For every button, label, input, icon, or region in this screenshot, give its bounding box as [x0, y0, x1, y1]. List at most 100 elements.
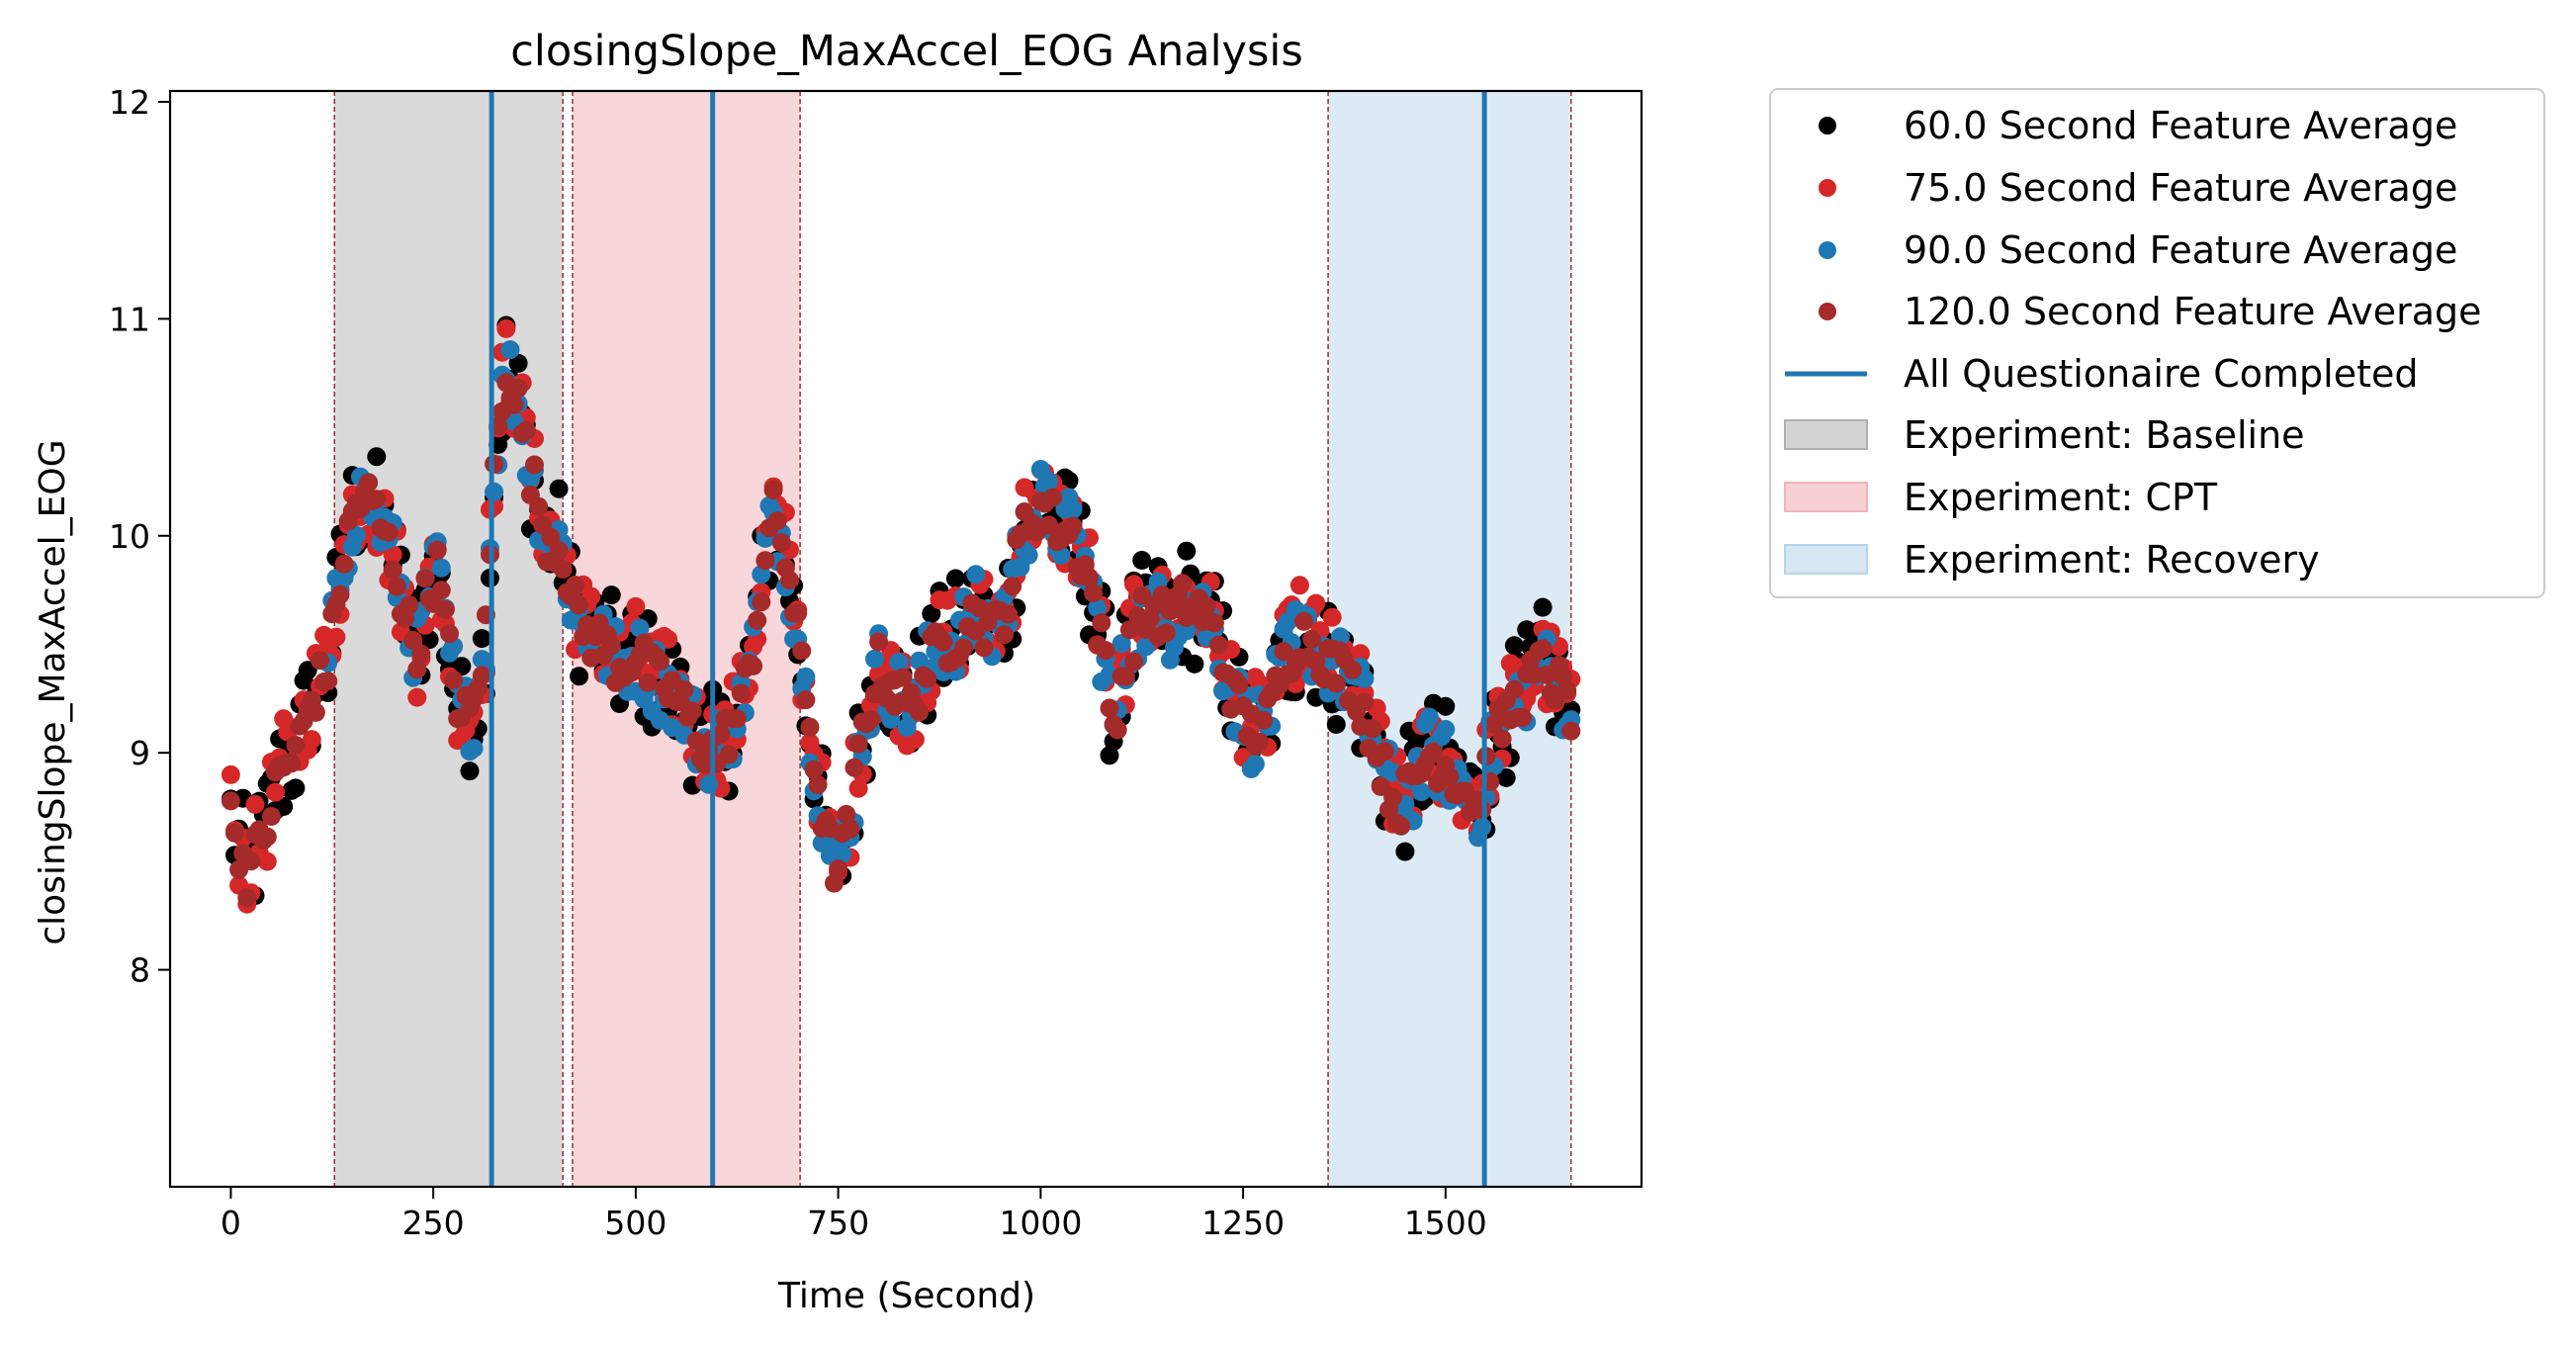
data-point — [860, 710, 880, 729]
data-point — [1254, 710, 1274, 730]
data-point — [508, 379, 528, 398]
plot-frame — [168, 89, 1643, 1189]
data-point — [922, 604, 941, 623]
data-point — [848, 778, 868, 798]
data-point — [1108, 720, 1127, 740]
data-point — [311, 651, 329, 671]
data-point — [1003, 577, 1022, 596]
scatter-points-layer — [221, 315, 1581, 914]
data-point — [318, 672, 338, 691]
data-point — [516, 420, 536, 440]
data-point — [407, 660, 427, 679]
data-point — [225, 823, 244, 843]
data-point — [1204, 613, 1224, 633]
data-point — [833, 845, 852, 864]
data-point — [1533, 639, 1553, 659]
data-point — [731, 683, 751, 703]
data-point — [601, 585, 621, 605]
data-point — [257, 827, 277, 847]
data-point — [1250, 732, 1269, 752]
data-point — [257, 852, 277, 871]
data-point — [346, 525, 366, 545]
data-point — [367, 447, 387, 467]
data-point — [1100, 698, 1119, 718]
data-point — [1424, 742, 1443, 762]
data-point — [496, 318, 516, 338]
data-point — [1111, 634, 1131, 654]
data-point — [804, 760, 824, 779]
data-point — [1229, 675, 1249, 694]
x-tick-label: 1250 — [1201, 1204, 1285, 1242]
x-tick-label: 1000 — [999, 1204, 1082, 1242]
data-point — [1504, 679, 1524, 699]
data-point — [1274, 642, 1293, 662]
x-tick-label: 500 — [604, 1204, 666, 1242]
data-point — [431, 581, 451, 600]
data-point — [241, 852, 261, 871]
legend-marker-recovery — [1784, 544, 1868, 575]
data-point — [1092, 613, 1111, 633]
data-point — [808, 775, 828, 794]
data-point — [379, 522, 399, 542]
data-point — [699, 774, 719, 794]
data-point — [330, 584, 350, 604]
data-point — [1436, 720, 1456, 739]
data-point — [566, 576, 584, 594]
data-point — [910, 702, 929, 722]
data-point — [440, 624, 459, 644]
data-point — [841, 819, 860, 839]
data-point — [1096, 641, 1115, 661]
data-point — [711, 724, 731, 744]
data-point — [549, 479, 569, 498]
data-point — [500, 340, 520, 360]
legend-label-60s: 60.0 Second Feature Average — [1904, 104, 2457, 147]
data-point — [748, 610, 767, 630]
legend-label-75s: 75.0 Second Feature Average — [1904, 166, 2457, 210]
legend-marker-90s — [1819, 241, 1836, 259]
legend-marker-cpt — [1784, 482, 1868, 512]
x-axis-label: Time (Second) — [777, 1276, 1035, 1316]
data-point — [744, 656, 763, 675]
data-point — [383, 545, 402, 565]
data-point — [651, 652, 669, 672]
data-point — [1504, 636, 1524, 656]
legend-label-questionnaire: All Questionaire Completed — [1904, 352, 2419, 396]
data-point — [1156, 623, 1176, 643]
legend-label-cpt: Experiment: CPT — [1904, 476, 2218, 519]
data-point — [682, 701, 702, 721]
data-point — [630, 618, 650, 638]
x-axis: 0 250 500 750 1000 1250 1500 — [221, 1187, 1487, 1242]
legend-marker-60s — [1819, 117, 1836, 135]
data-point — [1084, 583, 1104, 603]
data-point — [570, 595, 589, 615]
data-point — [1411, 782, 1431, 802]
data-point — [553, 560, 573, 579]
data-point — [286, 778, 306, 798]
legend-label-120s: 120.0 Second Feature Average — [1904, 290, 2482, 333]
data-point — [407, 687, 427, 707]
data-point — [796, 690, 816, 710]
data-point — [995, 625, 1014, 645]
legend: 60.0 Second Feature Average 75.0 Second … — [1769, 88, 2545, 598]
data-point — [529, 496, 549, 516]
x-tick-label: 250 — [402, 1204, 465, 1242]
data-point — [1440, 766, 1460, 786]
data-point — [1395, 842, 1415, 861]
data-point — [367, 490, 387, 509]
data-point — [844, 758, 864, 777]
data-point — [400, 595, 419, 615]
data-point — [796, 667, 816, 686]
data-point — [1289, 576, 1309, 595]
data-point — [837, 804, 856, 824]
data-point — [419, 630, 439, 650]
data-point — [638, 673, 658, 692]
data-point — [383, 560, 402, 580]
data-point — [237, 888, 257, 908]
data-point — [427, 540, 447, 560]
data-point — [865, 649, 884, 669]
data-point — [1375, 742, 1394, 762]
data-point — [1533, 597, 1553, 617]
data-point — [1322, 607, 1342, 627]
data-point — [1039, 472, 1058, 492]
legend-label-baseline: Experiment: Baseline — [1904, 413, 2305, 457]
